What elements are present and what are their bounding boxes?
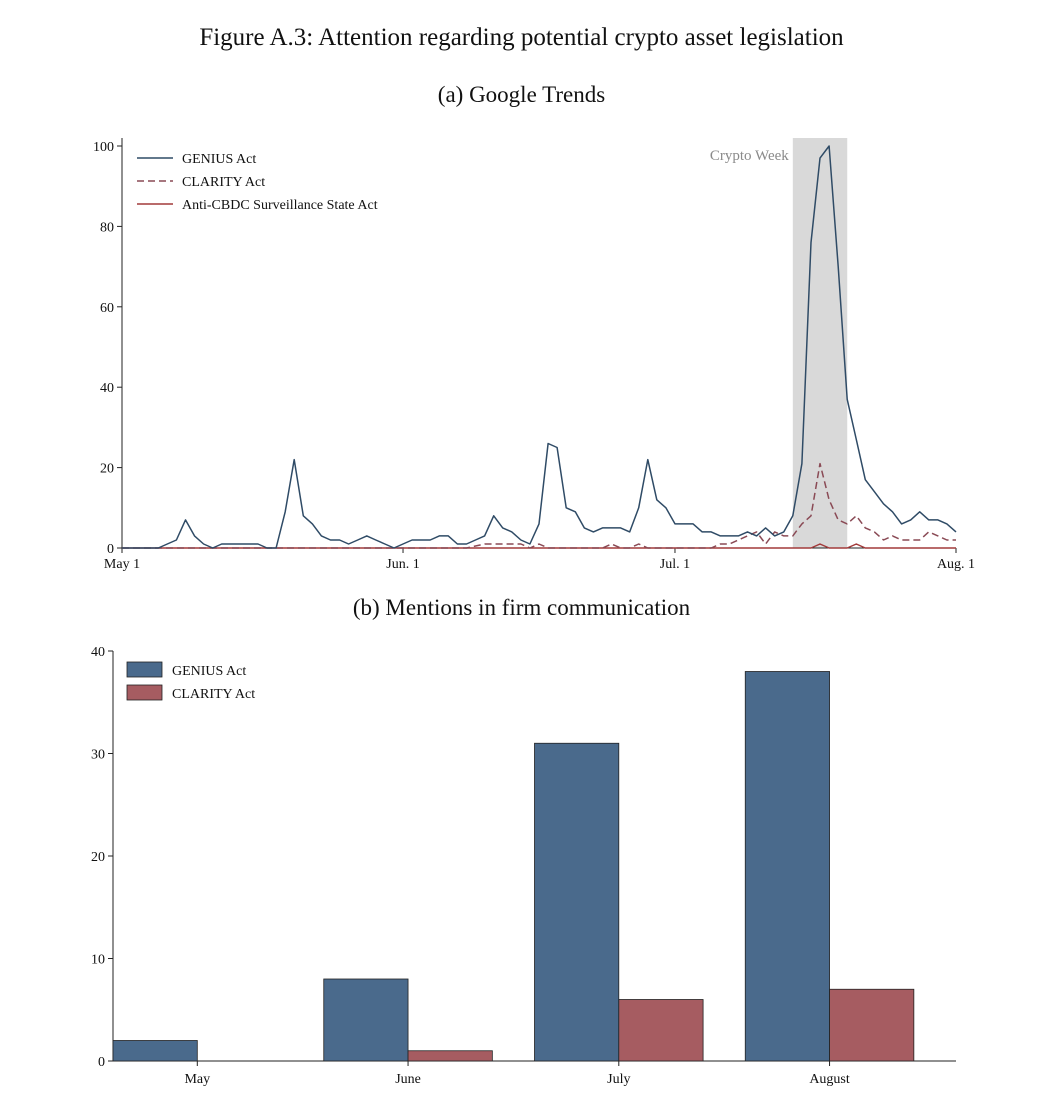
clarity-act-line [122,462,956,549]
anti-cbdc-line [122,543,956,549]
y-tick-label: 10 [91,953,105,968]
genius-act-bar [112,1040,198,1062]
crypto-week-label: Crypto Week [710,148,789,164]
clarity-act-bar [829,988,915,1062]
legend-swatch [126,684,163,701]
y-tick-label: 100 [93,140,114,155]
y-tick-label: 40 [100,381,114,396]
legend-label: GENIUS Act [182,152,256,167]
y-tick-label: 20 [100,462,114,477]
genius-act-bar [744,671,830,1062]
panel-a-title: (a) Google Trends [437,82,606,107]
crypto-week-band [792,138,848,548]
figure-title: Figure A.3: Attention regarding potentia… [199,24,844,51]
legend-label: CLARITY Act [182,175,265,190]
y-tick-label: 20 [91,850,105,865]
x-tick-label: May [184,1072,210,1087]
x-tick-label: Aug. 1 [937,557,975,572]
google-trends-chart: Crypto Week 0 20 40 60 80 100 May 1 Jun. 1 Jul. 1… [93,138,975,572]
y-tick-label: 60 [100,301,114,316]
x-tick-label: August [809,1072,850,1087]
firm-mentions-chart: 0 10 20 30 40 May June July August GENIUS Act CLAR… [91,645,956,1087]
x-tick-label: May 1 [104,557,140,572]
genius-act-bar [534,742,620,1062]
legend-label: GENIUS Act [172,664,246,679]
genius-act-bar [323,978,409,1062]
x-tick-label: Jun. 1 [386,557,419,572]
legend-label: Anti-CBDC Surveillance State Act [182,198,378,213]
y-tick-label: 0 [107,542,114,557]
y-tick-label: 80 [100,220,114,235]
genius-act-line [122,145,957,549]
clarity-act-bar [618,999,704,1062]
legend-label: CLARITY Act [172,687,255,702]
legend-swatch [126,661,163,678]
x-tick-label: Jul. 1 [660,557,690,572]
y-tick-label: 40 [91,645,105,660]
clarity-act-bar [407,1050,493,1062]
x-tick-label: June [395,1072,421,1087]
y-tick-label: 0 [98,1055,105,1070]
x-tick-label: July [607,1072,630,1087]
panel-b-title: (b) Mentions in firm communication [352,595,691,620]
y-tick-label: 30 [91,748,105,763]
